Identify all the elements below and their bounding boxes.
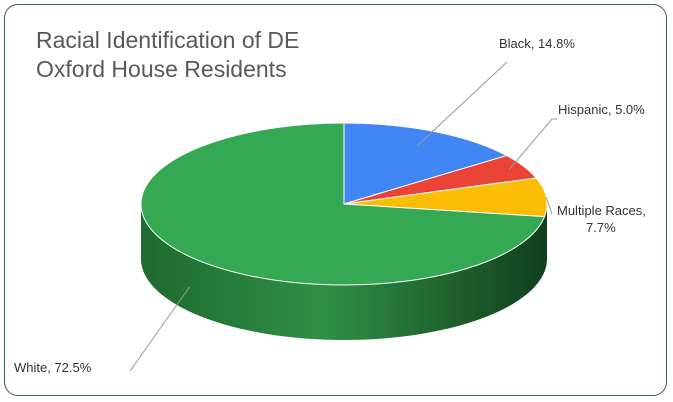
- pie-side: [141, 204, 547, 340]
- leader-line-black: [416, 61, 508, 147]
- label-multiple-races-line-2: 7.7%: [586, 220, 616, 235]
- label-black: Black, 14.8%: [499, 36, 575, 51]
- chart-title-line-1: Racial Identification of DE: [36, 27, 300, 53]
- chart-title: Racial Identification of DE Oxford House…: [36, 26, 356, 84]
- pie-side-wall: [141, 204, 547, 340]
- leader-line-white: [129, 286, 191, 372]
- label-multiple-races-line-1: Multiple Races,: [557, 203, 646, 218]
- slice-black: [343, 122, 509, 205]
- slice-labels: Black, 14.8% Hispanic, 5.0% Multiple Rac…: [14, 36, 646, 375]
- leader-lines: [129, 61, 557, 372]
- leader-line-multiple-races: [545, 196, 553, 215]
- chart-frame: [4, 4, 667, 396]
- slice-white: [140, 122, 546, 286]
- label-white: White, 72.5%: [14, 360, 92, 375]
- pie-top: [140, 122, 548, 286]
- chart-title-line-2: Oxford House Residents: [36, 56, 287, 82]
- label-hispanic: Hispanic, 5.0%: [558, 102, 645, 117]
- leader-line-hispanic: [508, 118, 557, 170]
